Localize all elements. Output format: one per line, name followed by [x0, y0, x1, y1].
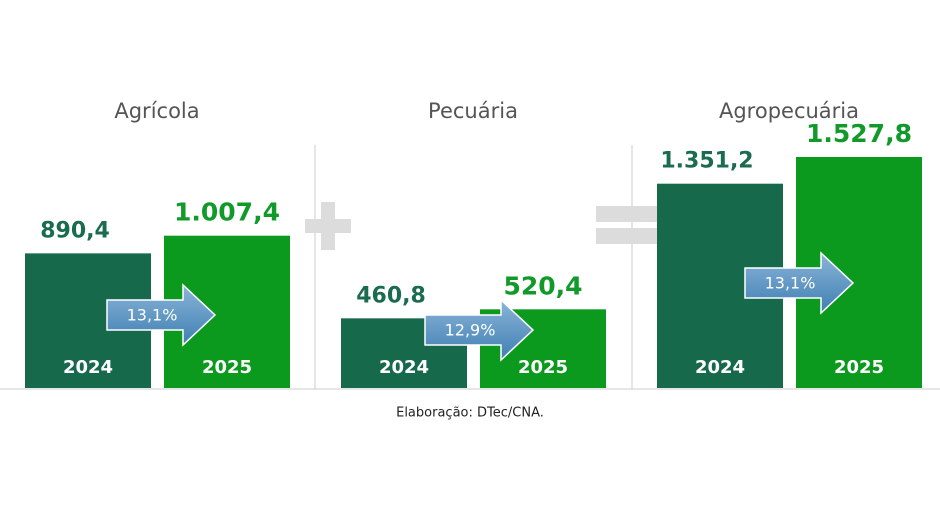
category-label: 2024 — [695, 357, 745, 378]
arrow-shape — [744, 251, 855, 315]
value-label: 460,8 — [356, 283, 426, 308]
value-label: 1.351,2 — [660, 149, 753, 174]
panel-title: Pecuária — [428, 99, 518, 123]
value-label: 1.527,8 — [806, 119, 912, 148]
growth-arrow: 13,1% — [106, 283, 217, 347]
value-label: 890,4 — [40, 218, 110, 243]
arrow-shape — [106, 283, 217, 347]
value-label: 1.007,4 — [174, 198, 280, 227]
category-label: 2024 — [63, 357, 113, 378]
category-label: 2025 — [518, 357, 568, 378]
value-label: 520,4 — [503, 271, 582, 300]
growth-arrow: 13,1% — [744, 251, 855, 315]
growth-label: 13,1% — [765, 274, 816, 293]
category-label: 2025 — [202, 357, 252, 378]
growth-arrow: 12,9% — [424, 298, 535, 362]
plus-sign — [305, 202, 351, 250]
growth-label: 13,1% — [127, 306, 178, 325]
equals-sign — [596, 206, 658, 244]
source: Elaboração: DTec/CNA. — [396, 406, 544, 421]
category-label: 2024 — [379, 357, 429, 378]
arrow-shape — [424, 298, 535, 362]
growth-label: 12,9% — [445, 321, 496, 340]
category-label: 2025 — [834, 357, 884, 378]
panel-title: Agrícola — [114, 99, 199, 123]
panel-title: Agropecuária — [719, 99, 859, 123]
